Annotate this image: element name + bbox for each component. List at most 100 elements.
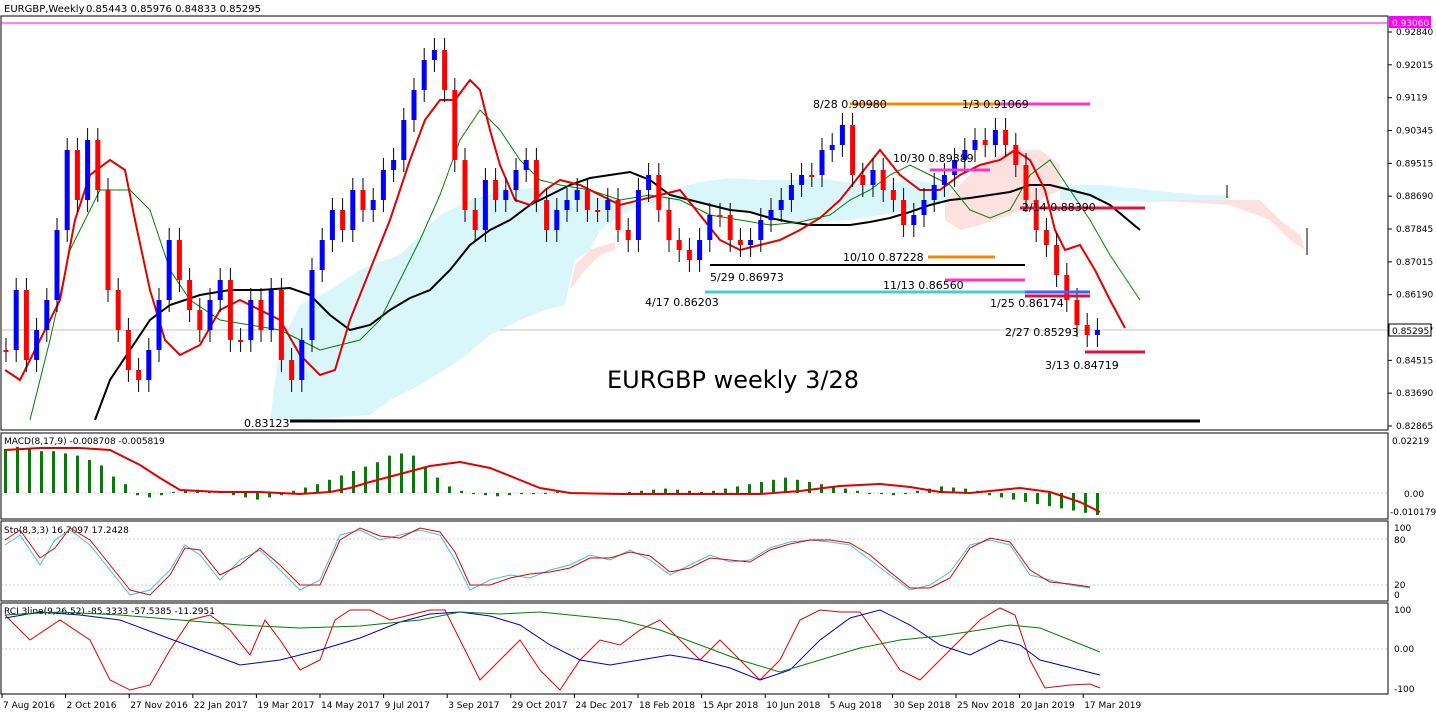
macd-bar <box>544 493 547 494</box>
candle-body <box>350 190 356 230</box>
macd-signal-line <box>4 447 1101 513</box>
candle-body <box>299 340 305 380</box>
macd-bar <box>676 489 679 493</box>
candle-body <box>105 190 111 290</box>
macd-bar <box>340 475 343 493</box>
time-tick-label: 19 Mar 2017 <box>257 701 314 711</box>
macd-bar <box>160 493 163 496</box>
candle-body <box>717 215 723 217</box>
candle-body <box>666 210 672 240</box>
time-tick-label: 30 Sep 2018 <box>893 701 950 711</box>
candle-body <box>360 190 366 210</box>
macd-bar <box>88 460 91 493</box>
ohlc-values: 0.85443 0.85976 0.84833 0.85295 <box>86 4 261 15</box>
candle-body <box>482 180 488 230</box>
candle-body <box>85 140 91 200</box>
macd-bar <box>316 484 319 493</box>
macd-bar <box>172 491 175 493</box>
candle-body <box>1064 275 1070 300</box>
macd-bar <box>736 486 739 493</box>
candle-body <box>1074 300 1080 325</box>
price-panel[interactable] <box>0 15 1389 431</box>
stoch-signal-line <box>4 527 1091 596</box>
macd-bar <box>1084 493 1087 513</box>
candle-body <box>656 175 662 210</box>
macd-bar <box>748 484 751 493</box>
stoch-axis-20: 20 <box>1394 581 1406 591</box>
mid-moving-average <box>29 109 1141 421</box>
candle-body <box>176 240 182 280</box>
label-oct30: 10/30 0.89389 <box>893 152 974 165</box>
stochastic-panel[interactable] <box>0 520 1389 602</box>
macd-bar <box>640 490 643 493</box>
macd-bar <box>652 489 655 493</box>
current-price-badge <box>1388 323 1432 337</box>
candle-body <box>431 50 437 60</box>
macd-bar <box>1072 493 1075 511</box>
candle-body <box>217 280 223 300</box>
candle-body <box>74 150 80 200</box>
candle-body <box>125 330 131 370</box>
candle-body <box>34 330 40 360</box>
macd-label: MACD(8,17,9) -0.008708 -0.005819 <box>4 437 165 447</box>
candle-body <box>686 250 692 260</box>
time-tick-label: 9 Jul 2017 <box>385 701 430 711</box>
candle-body <box>799 175 805 185</box>
macd-bar <box>664 488 667 493</box>
candle-body <box>544 200 550 230</box>
macd-panel[interactable] <box>0 432 1389 520</box>
macd-bar <box>808 482 811 493</box>
ichimoku-cloud-bearish-1 <box>570 242 615 290</box>
macd-bar <box>148 493 151 498</box>
macd-bar <box>4 449 7 493</box>
macd-bar <box>256 493 259 500</box>
label-feb27: 2/27 0.85293 <box>1005 326 1079 339</box>
candlesticks[interactable] <box>3 38 1100 392</box>
candle-body <box>23 290 29 360</box>
candle-body <box>941 175 947 185</box>
candle-body <box>635 190 641 240</box>
candle-body <box>962 150 968 160</box>
macd-bar <box>628 491 631 493</box>
candle-body <box>574 190 580 200</box>
macd-bar <box>184 490 187 493</box>
stoch-axis-80: 80 <box>1394 536 1406 546</box>
macd-bar <box>292 490 295 493</box>
macd-bar <box>364 466 367 493</box>
candle-body <box>758 220 764 240</box>
rci-panel[interactable] <box>0 602 1389 695</box>
candle-body <box>952 160 958 175</box>
candle-body <box>890 190 896 200</box>
candle-body <box>982 140 988 145</box>
macd-bar <box>904 493 907 495</box>
macd-bar <box>352 471 355 493</box>
candle-body <box>768 210 774 220</box>
candle-body <box>788 185 794 200</box>
candle-body <box>411 90 417 120</box>
candle-body <box>748 240 754 245</box>
time-tick-label: 2 Oct 2016 <box>67 701 117 711</box>
candle-body <box>605 200 611 210</box>
price-tick-label: 0.83690 <box>1396 389 1433 399</box>
candle-body <box>3 350 9 352</box>
price-tick-label: 0.89515 <box>1396 159 1433 169</box>
candle-body <box>115 290 121 330</box>
stoch-axis-100: 100 <box>1394 524 1411 534</box>
time-tick-label: 5 Aug 2018 <box>830 701 882 711</box>
candle-body <box>166 240 172 300</box>
macd-bar <box>412 455 415 493</box>
macd-bar <box>1012 493 1015 500</box>
time-axis: 7 Aug 2016 2 Oct 2016 27 Nov 2016 22 Jan 20… <box>1 694 1142 711</box>
macd-bar <box>724 488 727 493</box>
time-tick-label: 29 Oct 2017 <box>512 701 568 711</box>
ichimoku-cloud-future <box>1060 185 1230 202</box>
price-tick-label: 0.92015 <box>1396 61 1433 71</box>
candle-body <box>493 180 499 200</box>
macd-bar <box>16 446 19 493</box>
candle-body <box>1013 145 1019 165</box>
candle-body <box>646 175 652 190</box>
macd-bar <box>532 493 535 495</box>
candle-body <box>1033 200 1039 230</box>
macd-bar <box>892 493 895 496</box>
